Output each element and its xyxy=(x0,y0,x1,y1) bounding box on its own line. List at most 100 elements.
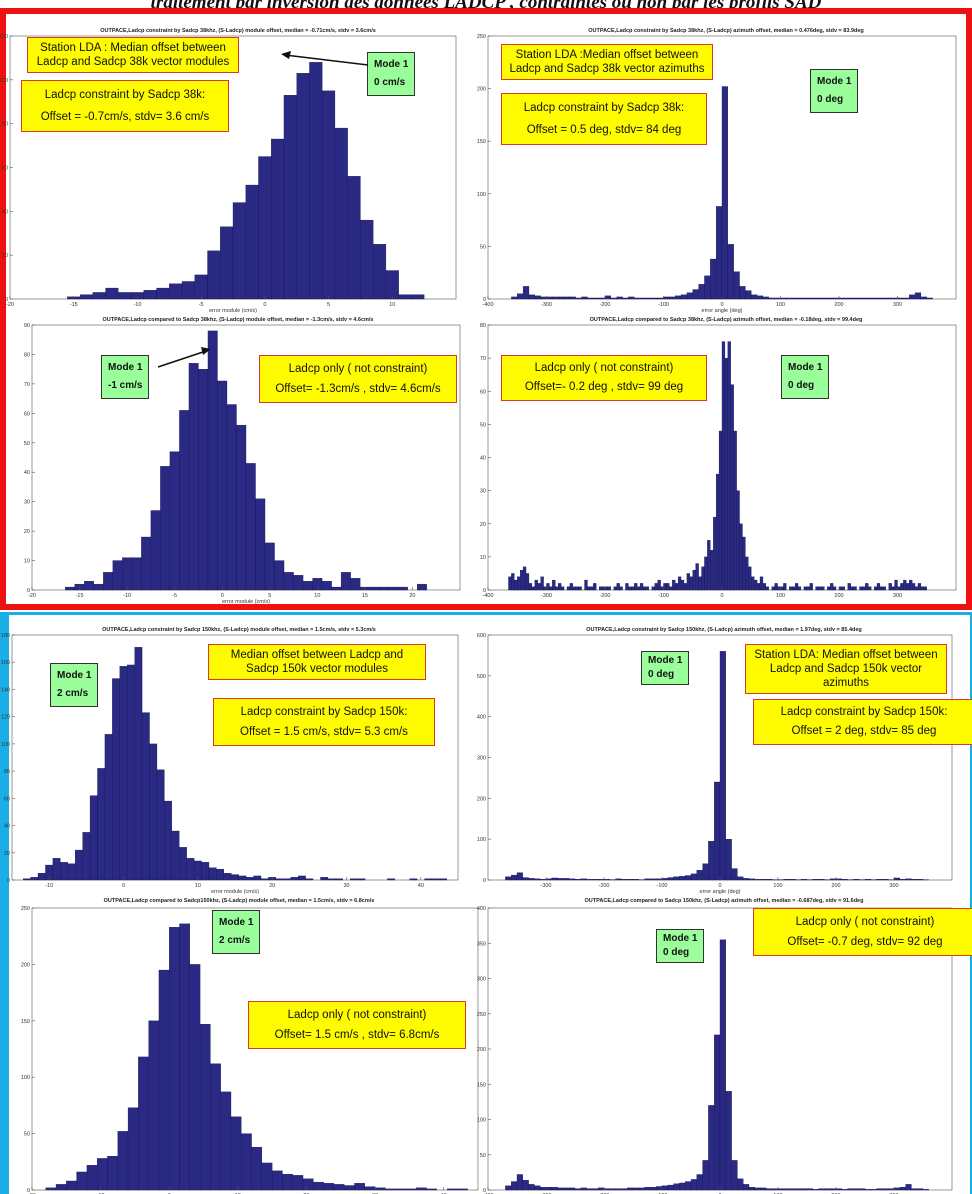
histogram-bar xyxy=(859,586,863,591)
histogram-bar xyxy=(657,297,664,300)
y-tick-label: 200 xyxy=(477,796,486,802)
histogram-bar xyxy=(692,289,699,300)
chart-title: OUTPACE,Ladcp constraint by Sadcp 150khz… xyxy=(102,627,376,633)
histogram-bar xyxy=(864,1189,871,1191)
histogram-bar xyxy=(666,583,670,591)
histogram-bar xyxy=(771,586,775,591)
chart-title: OUTPACE,Ladcp constraint by Sadcp 38khz,… xyxy=(588,28,864,34)
histogram-bar xyxy=(305,878,314,881)
histogram-bar xyxy=(748,1187,755,1191)
histogram-bar xyxy=(439,878,447,881)
histogram-bar xyxy=(260,878,269,881)
histogram-bar xyxy=(537,583,541,591)
histogram-bar xyxy=(669,296,676,300)
histogram-bar xyxy=(862,297,869,300)
histogram-bar xyxy=(663,583,667,591)
histogram-bar xyxy=(841,586,845,591)
histogram-bar xyxy=(549,586,553,591)
histogram-bar xyxy=(104,734,113,881)
chart-title: OUTPACE,Ladcp compared to Sadcp 38khz, (… xyxy=(102,317,374,323)
y-tick-label: 40 xyxy=(24,470,30,476)
histogram-bar xyxy=(882,1188,889,1191)
x-tick-label: -400 xyxy=(482,302,493,308)
histogram-bar xyxy=(879,586,884,591)
x-tick-label: -300 xyxy=(541,302,552,308)
histogram-bar xyxy=(179,847,187,881)
histogram-bar xyxy=(335,878,343,881)
histogram-bar xyxy=(685,1181,692,1191)
histogram-bar xyxy=(638,1187,645,1191)
x-tick-label: -100 xyxy=(656,883,667,889)
y-tick-label: 0 xyxy=(483,878,486,884)
histogram-bar xyxy=(540,576,544,591)
histogram-bar xyxy=(917,879,924,881)
histogram-bar xyxy=(789,1188,796,1191)
histogram-bar xyxy=(292,1175,304,1191)
histogram-bar xyxy=(675,583,679,591)
histogram-bar xyxy=(737,876,744,881)
x-tick-label: -400 xyxy=(482,593,493,599)
x-axis-label: error module (cm/s) xyxy=(211,889,259,895)
mode-label: Mode 1 0 deg xyxy=(781,355,830,399)
histogram-panel-38k-module-constraint: OUTPACE,Ladcp constraint by Sadcp 38khz,… xyxy=(0,28,466,314)
histogram-bar xyxy=(917,583,922,591)
histogram-bar xyxy=(545,1187,552,1191)
histogram-bar xyxy=(707,540,711,591)
histogram-bar xyxy=(745,556,749,591)
histogram-bar xyxy=(868,297,875,300)
histogram-bar xyxy=(457,1188,468,1191)
y-tick-label: 10 xyxy=(480,555,486,561)
histogram-bar xyxy=(613,586,617,591)
y-tick-label: 250 xyxy=(477,1012,486,1018)
histogram-bar xyxy=(739,286,746,300)
x-tick-label: -5 xyxy=(199,302,204,308)
y-tick-label: 30 xyxy=(480,489,486,495)
histogram-bar xyxy=(522,1179,529,1191)
histogram-bar xyxy=(89,795,98,881)
x-tick-label: 10 xyxy=(195,883,201,889)
x-tick-label: 300 xyxy=(889,883,898,889)
histogram-bar xyxy=(922,1189,929,1191)
histogram-bar xyxy=(534,1185,541,1191)
x-tick-label: 20 xyxy=(269,883,275,889)
histogram-bar xyxy=(22,878,31,881)
mode-label: Mode 1 0 deg xyxy=(810,69,859,113)
histogram-panel-38k-module-ladcp-only: OUTPACE,Ladcp compared to Sadcp 38khz, (… xyxy=(10,317,466,605)
x-tick-label: 0 xyxy=(221,593,224,599)
mode-label: Mode 1 2 cm/s xyxy=(212,910,261,954)
histogram-bar xyxy=(563,878,570,881)
histogram-bar xyxy=(580,1187,587,1191)
histogram-bar xyxy=(809,583,813,591)
histogram-bar xyxy=(844,297,851,300)
histogram-bar xyxy=(230,1116,242,1191)
histogram-bar xyxy=(751,294,758,300)
y-tick-label: 80 xyxy=(480,323,486,329)
histogram-bar xyxy=(424,878,433,881)
histogram-bar xyxy=(551,1187,558,1191)
histogram-bar xyxy=(765,586,769,591)
histogram-bar xyxy=(745,290,752,300)
histogram-bar xyxy=(534,295,541,300)
y-tick-label: 100 xyxy=(477,837,486,843)
histogram-bar xyxy=(864,879,871,881)
histogram-bar xyxy=(514,579,518,591)
annotation-note: Ladcp only ( not constraint) Offset= 1.5… xyxy=(248,1001,466,1049)
annotation-note: Ladcp only ( not constraint) Offset= -0.… xyxy=(753,908,972,956)
y-tick-label: 80 xyxy=(4,769,10,775)
histogram-bar xyxy=(667,877,674,881)
histogram-bar xyxy=(528,294,535,300)
y-tick-label: 80 xyxy=(2,122,8,128)
histogram-bar xyxy=(522,566,527,591)
histogram-bar xyxy=(575,297,582,300)
histogram-bar xyxy=(97,768,106,881)
histogram-bar xyxy=(803,297,810,300)
histogram-bar xyxy=(882,879,889,881)
histogram-bar xyxy=(673,1183,680,1191)
mode-arrow xyxy=(157,347,211,368)
histogram-bar xyxy=(835,1188,842,1191)
histogram-bar xyxy=(601,586,606,591)
histogram-bar xyxy=(505,876,512,881)
histogram-bar xyxy=(138,1056,149,1191)
y-tick-label: 60 xyxy=(24,411,30,417)
histogram-bar xyxy=(868,586,872,591)
